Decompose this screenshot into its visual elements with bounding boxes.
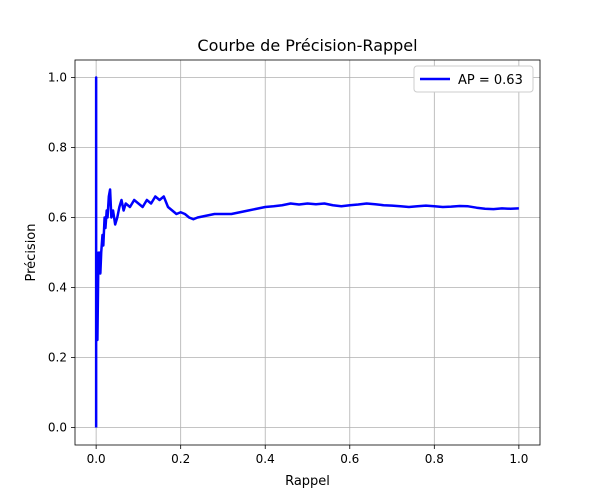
x-axis-ticks: 0.0 0.2 0.4 0.6 0.8 1.0 [87,445,528,466]
grid [75,60,540,445]
x-axis-label: Rappel [285,474,330,489]
y-tick-label: 0.8 [48,141,67,155]
x-tick-label: 0.8 [425,452,444,466]
y-tick-label: 0.2 [48,351,67,365]
x-tick-label: 0.2 [171,452,190,466]
y-axis-ticks: 0.0 0.2 0.4 0.6 0.8 1.0 [48,71,75,435]
x-tick-label: 0.4 [256,452,275,466]
y-tick-label: 0.4 [48,281,67,295]
y-tick-label: 0.6 [48,211,67,225]
x-tick-label: 1.0 [509,452,528,466]
series-layer [94,76,519,428]
series-line [94,76,519,428]
legend: AP = 0.63 [413,65,534,93]
chart-title: Courbe de Précision-Rappel [197,36,417,55]
x-tick-label: 0.6 [340,452,359,466]
x-tick-label: 0.0 [87,452,106,466]
y-axis-label: Précision [24,223,39,281]
legend-box [413,65,534,93]
legend-entry-label: AP = 0.63 [458,73,523,88]
axes-frame [74,59,541,446]
y-tick-label: 1.0 [48,71,67,85]
y-tick-label: 0.0 [48,421,67,435]
